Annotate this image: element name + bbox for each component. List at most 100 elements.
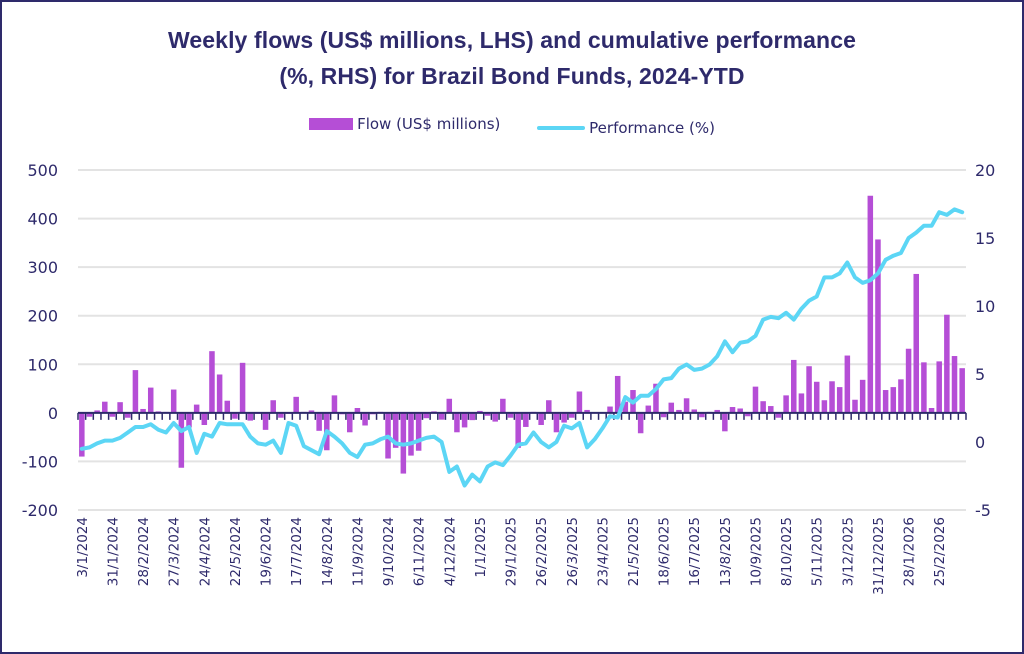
flow-bar — [576, 391, 583, 413]
y-left-tick-label: 400 — [27, 210, 58, 229]
y-left-tick-label: 300 — [27, 258, 58, 277]
x-tick-label: 25/2/2026 — [932, 517, 948, 586]
flow-bar — [109, 412, 116, 417]
flow-bar — [852, 399, 858, 413]
flow-bar — [821, 400, 828, 413]
flow-bar — [553, 412, 560, 433]
flow-bar — [392, 412, 399, 448]
flow-bar — [913, 273, 919, 413]
flow-bar — [637, 412, 644, 434]
flow-bar — [951, 356, 958, 413]
x-tick-label: 29/1/2025 — [504, 517, 520, 586]
performance-line-group — [79, 207, 965, 488]
flow-bar — [645, 405, 652, 413]
x-tick-label: 26/2/2025 — [534, 517, 550, 586]
y-left-tick-label: 200 — [27, 307, 58, 326]
flow-bar — [224, 400, 231, 413]
y-right-tick-label: 5 — [975, 365, 985, 384]
flow-bar — [293, 396, 299, 413]
x-tick-label: 10/9/2025 — [748, 517, 764, 586]
x-tick-label: 24/4/2024 — [197, 517, 213, 586]
flow-bar — [278, 412, 284, 418]
flow-bar — [239, 362, 246, 413]
chart-title-line-2: (%, RHS) for Brazil Bond Funds, 2024-YTD — [279, 63, 745, 89]
flow-bar — [132, 370, 139, 413]
flow-bar — [859, 379, 866, 413]
legend-swatch-performance — [537, 126, 586, 130]
performance-line — [79, 207, 965, 488]
flow-bar — [844, 355, 851, 413]
y-left-tick-label: 500 — [27, 161, 58, 180]
y-right-tick-label: -5 — [975, 501, 991, 520]
flow-bar — [308, 410, 315, 413]
x-tick-label: 1/1/2025 — [473, 517, 489, 578]
flow-bar — [94, 410, 100, 413]
flow-bar — [729, 407, 736, 413]
legend-label-performance: Performance (%) — [589, 119, 715, 137]
flow-bar — [415, 412, 422, 451]
flow-bar — [890, 387, 897, 413]
flow-bar — [806, 366, 812, 413]
flow-bar — [515, 412, 521, 448]
flow-bar — [147, 387, 154, 413]
flow-bar — [714, 409, 720, 413]
flow-bar — [79, 412, 85, 457]
x-tick-label: 31/12/2025 — [871, 517, 887, 595]
flow-bar — [140, 408, 146, 413]
flow-bar — [829, 381, 835, 413]
flow-bar — [438, 412, 445, 420]
x-tick-label: 5/11/2025 — [810, 517, 826, 586]
x-tick-label: 13/8/2025 — [718, 517, 734, 586]
legend-swatch-flow — [309, 118, 354, 130]
x-tick-label: 28/2/2024 — [136, 517, 152, 586]
legend-label-flow: Flow (US$ millions) — [357, 115, 501, 133]
flow-bar — [676, 409, 682, 413]
x-tick-label: 21/5/2025 — [626, 517, 642, 586]
flow-bar — [193, 404, 200, 413]
flow-bar — [347, 412, 353, 433]
x-tick-label: 18/6/2025 — [657, 517, 673, 586]
legend-item-performance: Performance (%) — [537, 119, 715, 137]
x-tick-label: 8/10/2025 — [779, 517, 795, 586]
flow-bar — [201, 412, 208, 425]
flow-bar — [523, 412, 529, 427]
chart-title: Weekly flows (US$ millions, LHS) and cum… — [2, 22, 1022, 94]
y-axis-left: -200 -100 0 100 200 300 400 500 — [22, 161, 58, 520]
x-tick-label: 26/3/2025 — [565, 517, 581, 586]
y-left-tick-label: 100 — [27, 355, 58, 374]
x-tick-label: 27/3/2024 — [167, 517, 183, 586]
flow-bar — [607, 406, 613, 413]
flow-bar — [622, 401, 629, 413]
flow-bar — [752, 386, 759, 413]
flow-bar — [836, 387, 843, 413]
flow-bar — [408, 412, 414, 456]
flow-bar — [86, 412, 93, 417]
flow-bar — [683, 398, 690, 413]
x-tick-label: 31/1/2024 — [105, 517, 121, 586]
flow-bar — [928, 408, 935, 413]
flow-bars — [79, 195, 965, 474]
flow-bar — [316, 412, 322, 431]
flow-bar — [117, 402, 123, 413]
flow-bar — [178, 412, 185, 468]
flow-bar — [722, 412, 728, 432]
flow-bar — [944, 314, 950, 413]
y-left-tick-label: -100 — [22, 452, 58, 471]
flow-bar — [125, 412, 131, 418]
flow-bar — [813, 381, 820, 413]
x-tick-label: 28/1/2026 — [902, 517, 918, 586]
x-tick-label: 9/10/2024 — [381, 517, 397, 586]
flow-bar — [270, 400, 276, 413]
flow-bar — [760, 401, 766, 413]
flow-bar — [216, 374, 223, 413]
flow-bar — [507, 412, 514, 418]
legend-item-flow: Flow (US$ millions) — [309, 115, 500, 133]
x-tick-label: 11/9/2024 — [350, 517, 366, 586]
x-tick-label: 17/7/2024 — [289, 517, 305, 586]
flow-bar — [614, 375, 621, 413]
flow-bar — [546, 400, 552, 413]
flow-bar — [492, 412, 498, 422]
flow-bar — [791, 359, 797, 413]
flow-bar — [423, 412, 430, 419]
